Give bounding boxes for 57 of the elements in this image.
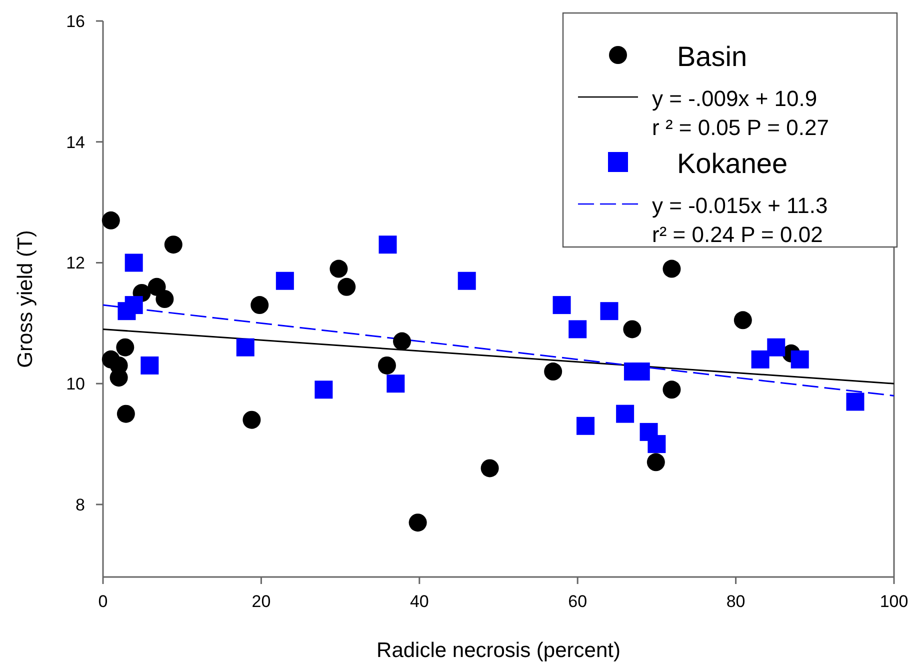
y-tick-label: 8 [76,495,85,514]
legend-label: y = -0.015x + 11.3 [652,193,828,218]
point [846,392,864,411]
x-tick-label: 80 [726,592,746,611]
point [632,362,650,381]
x-tick-label: 0 [98,592,108,611]
point [734,311,752,330]
point [552,296,571,314]
legend-label: Basin [677,41,748,72]
point [116,404,135,423]
x-tick-label: 40 [410,592,429,611]
legend-label: Kokanee [677,148,788,179]
point [458,272,476,290]
point [648,435,666,454]
point [276,272,294,290]
y-tick-label: 16 [66,12,85,31]
point [102,211,120,230]
point [140,356,159,374]
x-tick-label: 20 [252,592,271,611]
point [646,453,665,472]
point [568,320,587,338]
point [164,236,182,254]
x-tick-label: 100 [880,592,908,611]
point [600,302,618,320]
point [242,410,261,429]
point [623,320,642,338]
x-axis-title: Radicle necrosis (percent) [376,639,620,662]
point [338,278,356,296]
point [751,350,770,368]
point [378,236,397,254]
point [393,332,411,350]
x-tick-label: 60 [568,592,588,611]
point [662,380,681,399]
point [156,290,174,308]
point [616,404,634,423]
point [790,350,809,368]
y-axis-title: Gross yield (T) [14,230,37,368]
point [662,260,681,278]
point [480,459,499,478]
legend-label: y = -.009x + 10.9 [652,86,818,111]
y-tick-label: 12 [66,254,85,273]
point [116,338,134,356]
point [386,374,405,393]
point [250,296,269,314]
annotation: r ² = 0.05 P = 0.27 [652,115,829,140]
point [236,338,254,356]
point [330,260,348,278]
point [378,356,396,374]
annotation: r² = 0.24 P = 0.02 [652,222,823,247]
point [544,362,562,381]
point [408,514,427,532]
point [314,380,333,399]
point [124,254,143,272]
point [767,338,786,356]
y-tick-label: 14 [66,132,85,152]
point [576,416,595,435]
y-tick-label: 10 [66,374,85,394]
